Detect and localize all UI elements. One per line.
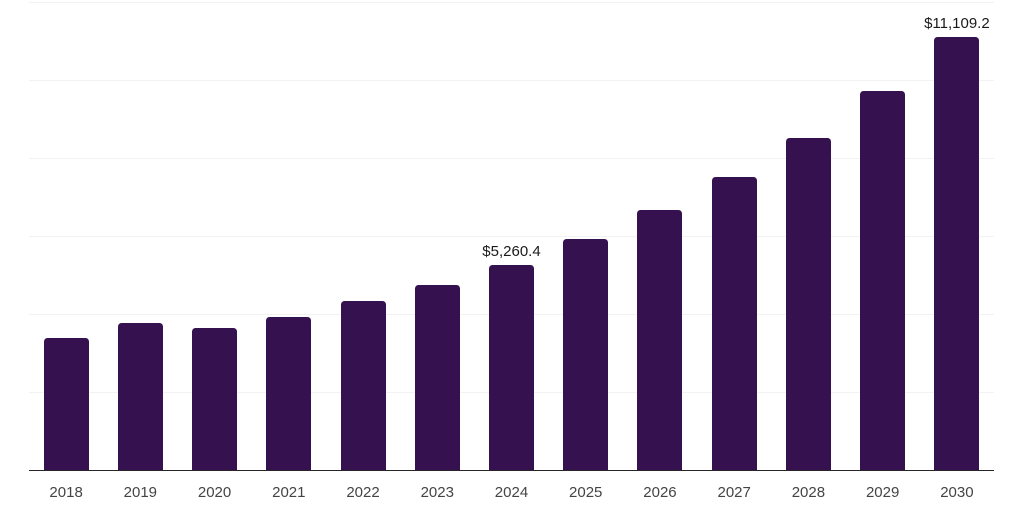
x-tick-label-2021: 2021	[272, 484, 306, 501]
x-tick-label-2027: 2027	[717, 484, 751, 501]
x-tick-label-2028: 2028	[791, 484, 826, 501]
bar-2028	[785, 137, 831, 471]
x-tick-label-2024: 2024	[494, 484, 529, 501]
bar-2025	[563, 239, 609, 471]
value-label-2030: $11,109.2	[924, 14, 990, 32]
gridline-8000	[29, 157, 994, 159]
x-tick-label-2026: 2026	[643, 484, 677, 501]
x-tick-label-2018: 2018	[49, 484, 83, 501]
bar-2024	[489, 265, 534, 471]
bar-2023	[414, 284, 460, 471]
gridline-10000	[29, 79, 994, 81]
x-tick-label-2029: 2029	[865, 484, 900, 501]
x-tick-label-2019: 2019	[123, 484, 158, 501]
bar-2018	[43, 338, 89, 471]
x-tick-label-2023: 2023	[420, 484, 454, 501]
bar-2027	[711, 177, 757, 471]
gridline-12000	[29, 1, 994, 3]
bar-2019	[117, 323, 163, 471]
x-tick-label-2030: 2030	[940, 484, 974, 501]
bar-2026	[637, 210, 683, 471]
gridline-6000	[29, 236, 994, 237]
bar-2030	[934, 36, 980, 471]
bar-2029	[860, 90, 906, 471]
x-tick-label-2020: 2020	[197, 484, 232, 501]
bar-2021	[266, 316, 312, 471]
x-axis-line	[29, 469, 994, 472]
bar-2022	[340, 301, 386, 471]
value-label-2024: $5,260.4	[482, 243, 541, 261]
x-tick-label-2025: 2025	[569, 484, 603, 501]
x-tick-label-2022: 2022	[346, 484, 380, 501]
bar-2020	[192, 327, 238, 471]
